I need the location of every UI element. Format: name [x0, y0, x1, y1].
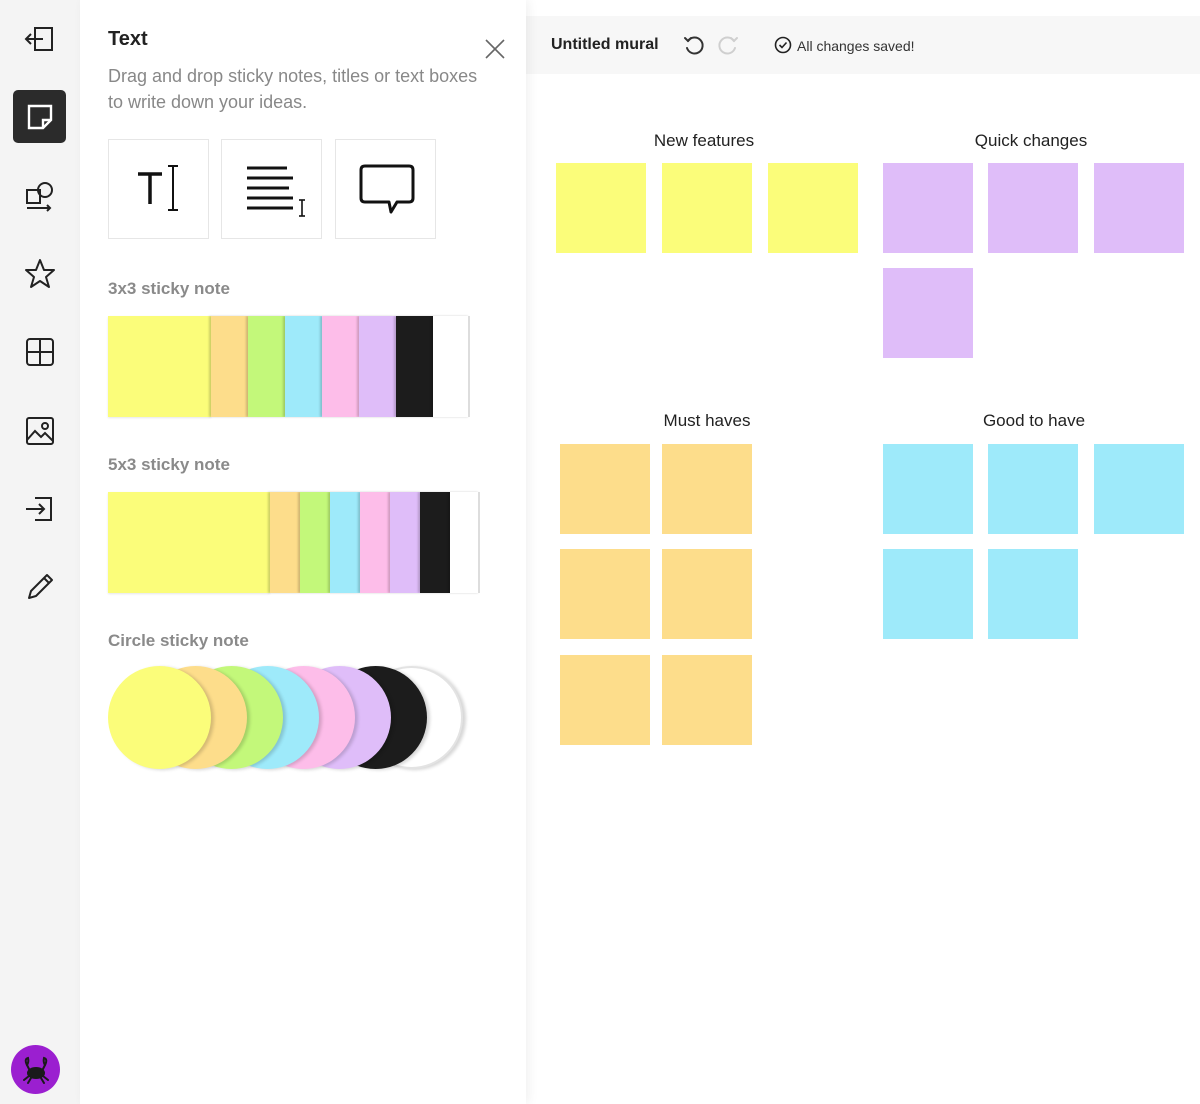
swatch-green[interactable]	[248, 316, 285, 417]
sticky-note[interactable]	[883, 268, 973, 358]
comment-bubble-icon	[359, 164, 414, 214]
crab-icon	[22, 1056, 49, 1084]
icons-button[interactable]	[13, 247, 66, 300]
shapes-icon	[25, 181, 53, 212]
circle-swatch-yellow[interactable]	[108, 666, 211, 769]
swatch-green[interactable]	[300, 492, 330, 593]
sticky-note[interactable]	[662, 444, 752, 534]
star-icon	[24, 258, 55, 288]
swatch-orange[interactable]	[270, 492, 300, 593]
sticky-note[interactable]	[883, 549, 973, 639]
group-title[interactable]: Quick changes	[974, 131, 1088, 150]
swatch-purple[interactable]	[390, 492, 420, 593]
panel-description: Drag and drop sticky notes, titles or te…	[108, 66, 478, 112]
swatch-pink[interactable]	[322, 316, 359, 417]
image-icon	[25, 416, 54, 445]
sticky-note[interactable]	[560, 444, 650, 534]
sticky-note[interactable]	[768, 163, 858, 253]
frameworks-button[interactable]	[13, 325, 66, 378]
sticky-note[interactable]	[662, 163, 752, 253]
grid-icon	[25, 337, 54, 366]
title-text-icon	[137, 165, 178, 211]
sticky-5x3-strip[interactable]	[108, 492, 480, 593]
swatch-pink[interactable]	[360, 492, 390, 593]
mural-title[interactable]: Untitled mural	[551, 36, 659, 53]
mural-canvas[interactable]: New features Quick changes Must haves Good …	[526, 0, 1200, 1104]
sticky-note[interactable]	[662, 655, 752, 745]
user-avatar[interactable]	[11, 1045, 60, 1094]
text-panel: Text Drag and drop sticky notes, titles …	[80, 0, 526, 1104]
title-text-tool[interactable]	[108, 139, 209, 239]
sticky-note-icon	[27, 104, 52, 129]
sticky-3x3-strip[interactable]	[108, 316, 470, 417]
sticky-3x3-label: 3x3 sticky note	[108, 279, 230, 298]
exit-icon	[24, 26, 53, 51]
swatch-blue[interactable]	[330, 492, 360, 593]
close-panel-button[interactable]	[484, 38, 506, 60]
swatch-blue[interactable]	[285, 316, 322, 417]
sticky-5x3-label: 5x3 sticky note	[108, 455, 230, 474]
text-box-icon	[246, 166, 305, 217]
undo-button[interactable]	[682, 33, 706, 57]
circle-sticky-strip[interactable]	[108, 666, 478, 770]
panel-title: Text	[108, 28, 148, 50]
sticky-note[interactable]	[988, 549, 1078, 639]
swatch-white[interactable]	[433, 316, 470, 417]
swatch-yellow[interactable]	[108, 492, 270, 593]
sticky-note[interactable]	[1094, 163, 1184, 253]
swatch-white[interactable]	[450, 492, 480, 593]
sticky-note[interactable]	[883, 163, 973, 253]
draw-button[interactable]	[13, 560, 66, 613]
swatch-black[interactable]	[396, 316, 433, 417]
sticky-note[interactable]	[662, 549, 752, 639]
sticky-note[interactable]	[1094, 444, 1184, 534]
swatch-yellow[interactable]	[108, 316, 211, 417]
sticky-note[interactable]	[883, 444, 973, 534]
group-title[interactable]: New features	[653, 131, 755, 150]
group-title[interactable]: Good to have	[982, 411, 1086, 430]
sticky-note[interactable]	[988, 444, 1078, 534]
redo-icon	[718, 36, 738, 55]
circle-sticky-label: Circle sticky note	[108, 631, 249, 650]
text-box-tool[interactable]	[221, 139, 322, 239]
sticky-note[interactable]	[556, 163, 646, 253]
save-status: All changes saved!	[797, 38, 915, 54]
left-toolbar	[0, 0, 80, 1104]
import-button[interactable]	[13, 482, 66, 535]
import-icon	[25, 496, 52, 521]
sticky-note[interactable]	[988, 163, 1078, 253]
group-title[interactable]: Must haves	[663, 411, 751, 430]
swatch-orange[interactable]	[211, 316, 248, 417]
exit-button[interactable]	[13, 12, 66, 65]
close-icon	[485, 39, 505, 59]
sticky-notes-button[interactable]	[13, 90, 66, 143]
swatch-purple[interactable]	[359, 316, 396, 417]
comment-tool[interactable]	[335, 139, 436, 239]
check-circle-icon	[774, 36, 792, 54]
shapes-button[interactable]	[13, 168, 66, 221]
swatch-black[interactable]	[420, 492, 450, 593]
pencil-icon	[27, 573, 53, 599]
undo-icon	[684, 36, 704, 55]
images-button[interactable]	[13, 404, 66, 457]
sticky-note[interactable]	[560, 549, 650, 639]
mural-header: Untitled mural All changes saved!	[526, 16, 1200, 74]
redo-button[interactable]	[716, 33, 740, 57]
sticky-note[interactable]	[560, 655, 650, 745]
